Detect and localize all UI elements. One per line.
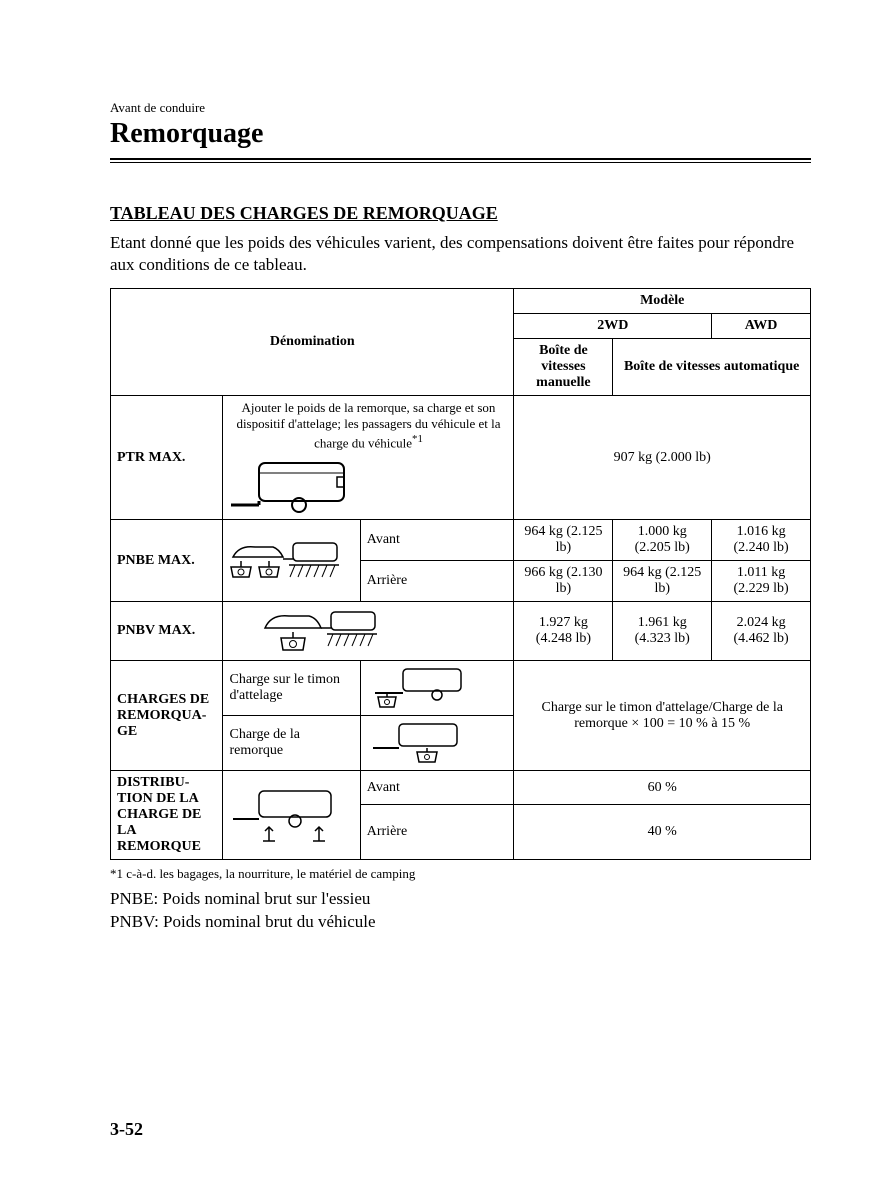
def-pnbv: PNBV: Poids nominal brut du véhicule	[110, 911, 811, 934]
header-small: Avant de conduire	[110, 100, 811, 116]
distribution-label: DISTRIBU-TION DE LA CHARGE DE LA REMORQU…	[111, 771, 223, 860]
pnbe-avant-awd: 1.016 kg (2.240 lb)	[712, 520, 811, 561]
pnbe-arriere-label: Arrière	[360, 561, 514, 602]
charges-timon: Charge sur le timon d'attelage	[223, 661, 360, 716]
distribution-avant-value: 60 %	[514, 771, 811, 805]
intro-text: Etant donné que les poids des véhicules …	[110, 232, 811, 276]
ptr-note: Ajouter le poids de la remorque, sa char…	[236, 400, 500, 450]
axle-weight-icon	[225, 537, 345, 585]
th-modele: Modèle	[514, 289, 811, 314]
distribution-icon	[225, 785, 345, 845]
distribution-arriere-label: Arrière	[360, 805, 514, 860]
def-pnbe: PNBE: Poids nominal brut sur l'essieu	[110, 888, 811, 911]
charges-remorque-icon-cell	[360, 716, 514, 771]
distribution-icon-cell	[223, 771, 360, 860]
pnbe-avant-label: Avant	[360, 520, 514, 561]
th-denomination: Dénomination	[111, 289, 514, 396]
pnbe-label: PNBE MAX.	[111, 520, 223, 602]
pnbv-label: PNBV MAX.	[111, 602, 223, 661]
page-container: Avant de conduire Remorquage TABLEAU DES…	[0, 0, 891, 1200]
pnbe-arriere-manual: 966 kg (2.130 lb)	[514, 561, 613, 602]
pnbv-manual: 1.927 kg (4.248 lb)	[514, 602, 613, 661]
header-large: Remorquage	[110, 118, 811, 150]
page-number: 3-52	[110, 1119, 143, 1140]
trailer-icon	[229, 455, 359, 515]
charges-timon-icon-cell	[360, 661, 514, 716]
definitions: PNBE: Poids nominal brut sur l'essieu PN…	[110, 888, 811, 934]
distribution-avant-label: Avant	[360, 771, 514, 805]
header-rule-thin	[110, 162, 811, 163]
th-awd: AWD	[712, 314, 811, 339]
pnbv-awd: 2.024 kg (4.462 lb)	[712, 602, 811, 661]
header-rule-thick	[110, 158, 811, 160]
charges-remorque: Charge de la remorque	[223, 716, 360, 771]
charges-label: CHARGES DE REMORQUA-GE	[111, 661, 223, 771]
pnbe-arriere-auto2wd: 964 kg (2.125 lb)	[613, 561, 712, 602]
pnbv-auto2wd: 1.961 kg (4.323 lb)	[613, 602, 712, 661]
pnbe-arriere-awd: 1.011 kg (2.229 lb)	[712, 561, 811, 602]
ptr-note-sup: *1	[412, 433, 423, 445]
pnbe-icon-cell	[223, 520, 360, 602]
ptr-value: 907 kg (2.000 lb)	[514, 396, 811, 520]
th-manual: Boîte de vitesses manuelle	[514, 339, 613, 396]
distribution-arriere-value: 40 %	[514, 805, 811, 860]
pnbv-icon-cell	[223, 602, 514, 661]
footnote: *1 c-à-d. les bagages, la nourriture, le…	[110, 866, 811, 882]
section-title: TABLEAU DES CHARGES DE REMORQUAGE	[110, 203, 811, 224]
trailer-load-icon	[363, 720, 473, 766]
towing-table: Dénomination Modèle 2WD AWD Boîte de vit…	[110, 288, 811, 860]
th-auto: Boîte de vitesses automatique	[613, 339, 811, 396]
pnbe-avant-auto2wd: 1.000 kg (2.205 lb)	[613, 520, 712, 561]
tongue-load-icon	[363, 665, 473, 711]
ptr-note-cell: Ajouter le poids de la remorque, sa char…	[223, 396, 514, 520]
pnbe-avant-manual: 964 kg (2.125 lb)	[514, 520, 613, 561]
th-2wd: 2WD	[514, 314, 712, 339]
ptr-label: PTR MAX.	[111, 396, 223, 520]
vehicle-weight-icon	[225, 606, 385, 656]
charges-value: Charge sur le timon d'attelage/Charge de…	[514, 661, 811, 771]
